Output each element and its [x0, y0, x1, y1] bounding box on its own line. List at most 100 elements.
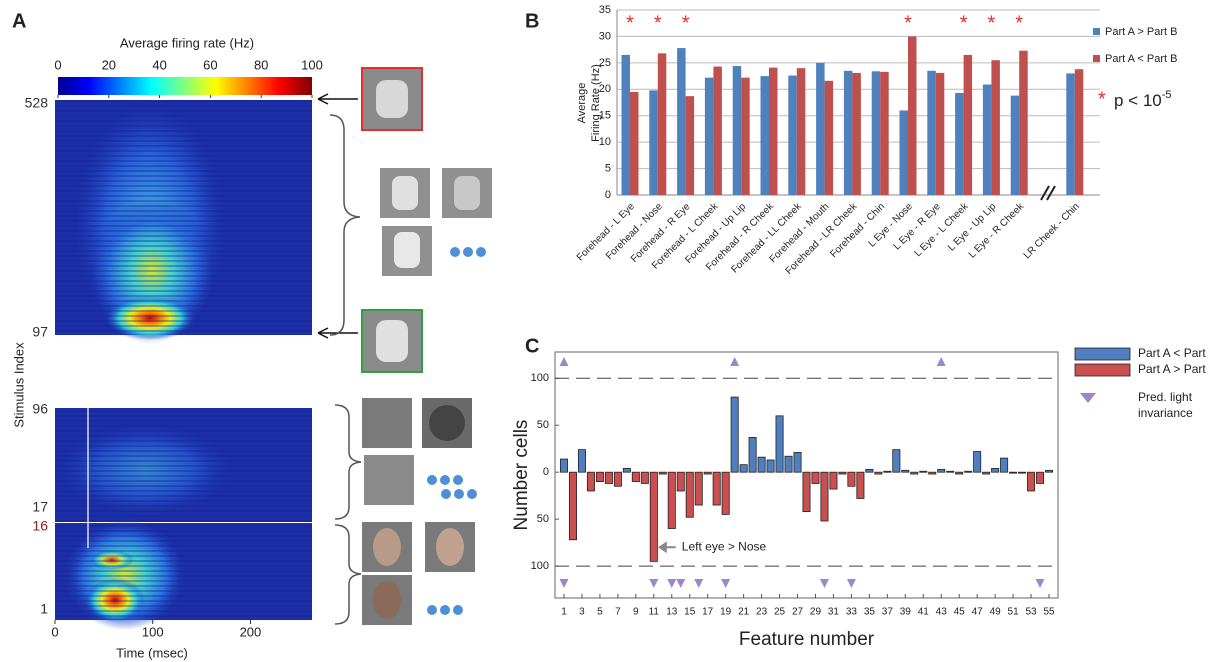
y-tick-label: 10 — [599, 136, 611, 148]
bar — [1018, 471, 1027, 474]
y-index-label: 528 — [25, 95, 49, 111]
dot — [453, 605, 463, 615]
y-index-label: 97 — [32, 324, 48, 340]
y-axis-title: Average — [576, 83, 588, 124]
y-index-label: 16 — [32, 518, 48, 534]
bar — [713, 66, 722, 195]
colorbar-title: Average firing rate (Hz) — [120, 35, 254, 50]
x-tick-label: 13 — [666, 607, 678, 618]
x-tick-label: 39 — [900, 607, 912, 618]
dot — [476, 247, 486, 257]
y-title: Stimulus Index — [11, 342, 26, 428]
bar — [991, 60, 1000, 195]
x-tick-label: 29 — [810, 607, 822, 618]
stimulus-image — [362, 398, 412, 448]
face-part — [376, 80, 408, 118]
x-tick-label: 37 — [882, 607, 894, 618]
bar — [908, 36, 917, 195]
dot — [453, 475, 463, 485]
bar — [865, 468, 874, 473]
bar — [937, 468, 946, 473]
bar — [640, 471, 649, 484]
y-tick-label: 100 — [531, 560, 549, 572]
bar — [1066, 73, 1075, 195]
x-tick-label: 47 — [972, 607, 984, 618]
legend-label: Part A < Part B — [1105, 53, 1177, 65]
dot — [463, 247, 473, 257]
heatmap-rows — [55, 523, 312, 620]
annotation-arrow — [658, 541, 676, 554]
legend-swatch — [1093, 28, 1100, 35]
significance-star: * — [960, 12, 968, 34]
plot-frame — [554, 351, 1059, 599]
panel-a-layout — [55, 67, 492, 630]
marker-down — [559, 579, 569, 588]
bar — [982, 84, 992, 195]
axis-break — [1040, 185, 1056, 201]
bar — [880, 71, 889, 195]
legend-swatch — [1074, 347, 1131, 361]
colorbar-tick-label: 20 — [102, 57, 116, 72]
bar — [1010, 95, 1020, 195]
marker-down — [667, 579, 677, 588]
y-tick-label: 0 — [605, 189, 611, 201]
colorbar-tick-label: 60 — [203, 57, 217, 72]
significance-star: * — [682, 12, 690, 34]
bar — [730, 396, 739, 473]
y-tick-label: 30 — [599, 30, 611, 42]
legend-label: Part A > Part B — [1138, 362, 1210, 376]
bar — [694, 471, 703, 506]
x-tick-label: 43 — [936, 607, 948, 618]
annotation: Left eye > Nose — [682, 539, 767, 553]
x-tick-label: 1 — [561, 607, 567, 618]
bar — [748, 437, 757, 473]
heatmap-rows — [55, 408, 312, 522]
bar — [712, 471, 721, 506]
dot — [427, 605, 437, 615]
face-part — [392, 176, 418, 210]
bar — [843, 70, 853, 195]
dot — [450, 247, 460, 257]
colorbar-tick-label: 80 — [254, 57, 268, 72]
x-tick-label: 51 — [1008, 607, 1020, 618]
bar — [824, 80, 834, 195]
legend-label: Part A < Part B — [1138, 346, 1210, 360]
bar — [739, 464, 748, 473]
bar — [721, 471, 730, 515]
bar — [732, 66, 742, 196]
y-tick-label: 35 — [599, 4, 611, 16]
bar — [677, 48, 686, 195]
bar — [883, 470, 892, 473]
x-tick-label: 11 — [649, 607, 660, 618]
bar — [760, 76, 769, 195]
marker-down — [694, 579, 704, 588]
marker-up — [936, 357, 946, 366]
bar — [649, 471, 658, 562]
bar — [703, 471, 712, 475]
bar — [901, 469, 910, 473]
y-index-label: 1 — [40, 601, 48, 617]
colorbar-tick-label: 100 — [301, 57, 323, 72]
bar — [1074, 69, 1084, 195]
bar — [793, 452, 802, 473]
bar — [946, 470, 955, 473]
panel-label: B — [525, 10, 539, 32]
arrow-head — [317, 327, 329, 339]
bar — [1027, 471, 1036, 492]
bar — [766, 459, 775, 473]
y-tick-label: 20 — [599, 83, 611, 95]
x-tick-label: 7 — [615, 607, 621, 618]
dot — [427, 475, 437, 485]
panel-label: C — [525, 335, 539, 357]
x-tick-label: 27 — [792, 607, 804, 618]
bar — [829, 471, 838, 490]
y-tick-label: 25 — [599, 57, 611, 69]
significance-star: * — [626, 12, 634, 34]
stimulus-images — [361, 67, 492, 625]
face-part — [394, 232, 420, 268]
bar — [816, 62, 825, 195]
dot — [467, 489, 477, 499]
marker-down — [819, 579, 829, 588]
x-tick-label: 15 — [684, 607, 696, 618]
